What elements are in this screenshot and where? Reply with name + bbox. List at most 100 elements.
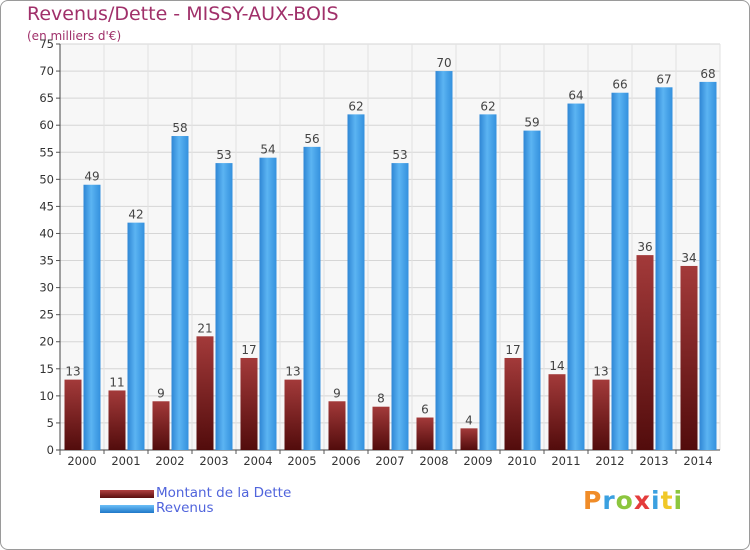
data-label: 13 <box>65 365 80 379</box>
data-label: 64 <box>568 89 583 103</box>
legend-item-revenus: Revenus <box>100 501 291 516</box>
bar-revenus <box>259 157 277 450</box>
legend-label-revenus: Revenus <box>156 500 214 516</box>
y-tick-label: 40 <box>39 226 54 240</box>
logo-letter: P <box>583 486 603 515</box>
data-label: 58 <box>172 121 187 135</box>
bar-dette <box>64 379 82 450</box>
y-tick-label: 60 <box>39 118 54 132</box>
data-label: 6 <box>421 403 429 417</box>
x-tick-label: 2005 <box>287 454 316 468</box>
legend-swatch-revenus <box>100 504 154 513</box>
logo-letter: r <box>602 486 616 515</box>
chart-subtitle: (en milliers d'€) <box>27 29 122 43</box>
data-label: 59 <box>524 116 539 130</box>
data-label: 62 <box>348 99 363 113</box>
x-tick-label: 2013 <box>639 454 668 468</box>
bar-revenus <box>215 163 233 451</box>
x-tick-label: 2001 <box>111 454 140 468</box>
data-label: 49 <box>84 170 99 184</box>
logo-letter: t <box>660 486 674 515</box>
bar-dette <box>548 374 566 450</box>
data-label: 4 <box>465 413 473 427</box>
bar-dette <box>680 265 698 450</box>
data-label: 13 <box>285 365 300 379</box>
logo-letter: o <box>615 486 634 515</box>
bar-revenus <box>611 92 629 450</box>
bar-dette <box>284 379 302 450</box>
bar-dette <box>416 417 434 450</box>
y-tick-label: 35 <box>39 254 54 268</box>
bar-dette <box>328 401 346 450</box>
data-label: 17 <box>505 343 520 357</box>
proxiti-logo: Proxiti <box>583 486 683 515</box>
bar-dette <box>152 401 170 450</box>
bar-revenus <box>655 87 673 450</box>
data-label: 54 <box>260 143 275 157</box>
data-label: 42 <box>128 208 143 222</box>
data-label: 53 <box>392 148 407 162</box>
bar-dette <box>372 406 390 450</box>
data-label: 11 <box>109 375 124 389</box>
bar-dette <box>108 390 126 450</box>
bar-revenus <box>523 130 541 450</box>
y-tick-label: 70 <box>39 64 54 78</box>
x-tick-label: 2003 <box>199 454 228 468</box>
bar-revenus <box>567 103 585 451</box>
plot-area <box>60 44 720 450</box>
legend: Montant de la Dette Revenus <box>100 486 291 516</box>
data-label: 13 <box>593 365 608 379</box>
logo-letter: x <box>633 486 651 515</box>
data-label: 36 <box>637 240 652 254</box>
data-label: 67 <box>656 72 671 86</box>
y-tick-label: 10 <box>39 389 54 403</box>
bar-dette <box>460 428 478 450</box>
legend-swatch-dette <box>100 489 154 498</box>
data-label: 8 <box>377 392 385 406</box>
data-label: 68 <box>700 67 715 81</box>
x-tick-label: 2006 <box>331 454 360 468</box>
data-label: 34 <box>681 251 696 265</box>
y-tick-label: 15 <box>39 362 54 376</box>
y-tick-label: 75 <box>39 37 54 51</box>
legend-label-dette: Montant de la Dette <box>156 485 292 501</box>
x-tick-label: 2014 <box>683 454 712 468</box>
bar-dette <box>504 357 522 450</box>
y-tick-label: 30 <box>39 281 54 295</box>
y-tick-label: 50 <box>39 172 54 186</box>
logo-letter: i <box>673 486 684 515</box>
x-tick-label: 2009 <box>463 454 492 468</box>
logo-letter: i <box>651 486 661 515</box>
bar-revenus <box>699 81 717 450</box>
bar-dette <box>592 379 610 450</box>
data-label: 66 <box>612 78 627 92</box>
chart-title: Revenus/Dette - MISSY-AUX-BOIS <box>27 3 339 25</box>
bar-dette <box>636 255 654 450</box>
bar-revenus <box>171 136 189 450</box>
y-tick-label: 65 <box>39 91 54 105</box>
y-tick-label: 5 <box>47 416 54 430</box>
x-tick-label: 2011 <box>551 454 580 468</box>
data-label: 14 <box>549 359 564 373</box>
data-label: 9 <box>333 386 341 400</box>
data-label: 9 <box>157 386 165 400</box>
data-label: 53 <box>216 148 231 162</box>
bar-revenus <box>347 114 365 450</box>
x-tick-label: 2000 <box>67 454 96 468</box>
legend-item-dette: Montant de la Dette <box>100 486 291 501</box>
x-tick-label: 2004 <box>243 454 272 468</box>
data-label: 21 <box>197 321 212 335</box>
bar-dette <box>240 357 258 450</box>
bar-revenus <box>479 114 497 450</box>
x-tick-label: 2002 <box>155 454 184 468</box>
x-tick-label: 2010 <box>507 454 536 468</box>
data-label: 17 <box>241 343 256 357</box>
bar-dette <box>196 336 214 450</box>
y-tick-label: 55 <box>39 145 54 159</box>
bar-revenus <box>391 163 409 451</box>
bar-revenus <box>83 184 101 450</box>
data-label: 56 <box>304 132 319 146</box>
x-tick-label: 2012 <box>595 454 624 468</box>
y-tick-label: 45 <box>39 199 54 213</box>
